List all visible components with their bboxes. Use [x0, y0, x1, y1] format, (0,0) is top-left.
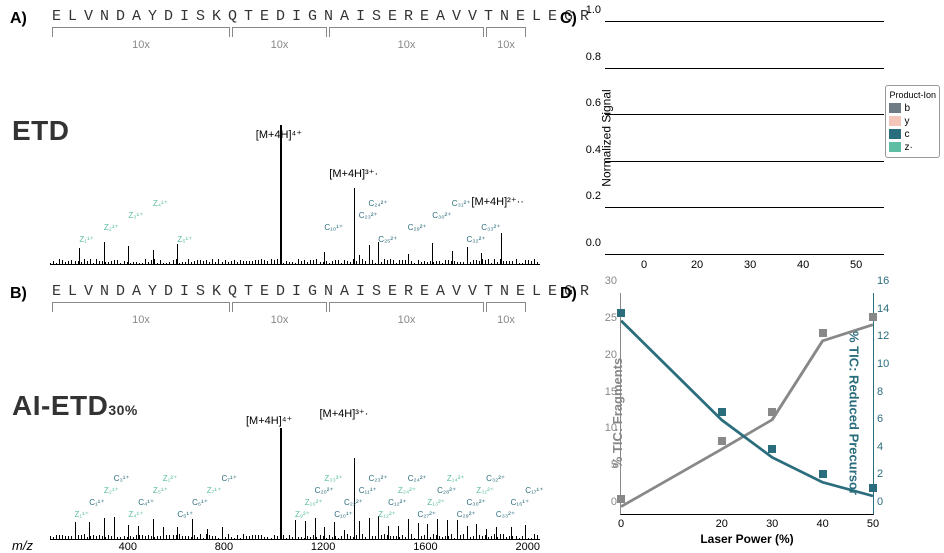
- brackets-a: 10x10x10x10x: [52, 27, 538, 37]
- panel-c-label: C): [560, 10, 577, 28]
- peak-label: [M+4H]²⁺··: [471, 195, 524, 208]
- frag-label: Z₁¹⁺: [79, 235, 93, 244]
- frag-label: C₃₃²⁺: [481, 223, 500, 232]
- xlabel-d: Laser Power (%): [700, 532, 793, 546]
- frag-label: C₂₈²⁺: [437, 486, 456, 495]
- point-fragments: [718, 437, 726, 445]
- frag-label: Z₁₀²⁺: [305, 498, 323, 507]
- frag-label: Z₃₃³⁺: [324, 474, 342, 483]
- frag-label: C₂₃²⁺: [369, 474, 388, 483]
- point-fragments: [768, 408, 776, 416]
- point-fragments: [617, 495, 625, 503]
- frag-label: C₂₄²⁺: [369, 199, 388, 208]
- point-precursor: [819, 470, 827, 478]
- frag-label: C₃₂²⁺: [467, 235, 486, 244]
- mz-label: m/z: [12, 538, 33, 553]
- frag-label: C₄¹⁺: [138, 498, 154, 507]
- point-fragments: [819, 329, 827, 337]
- frag-label: C₆¹⁺: [192, 498, 208, 507]
- peak-label: [M+4H]⁴⁺: [256, 128, 302, 141]
- frag-label: C₃₀²⁺: [467, 498, 486, 507]
- legend-title: Product-Ion: [889, 90, 936, 100]
- frag-label: C₂₅²⁺: [378, 235, 397, 244]
- frag-label: Z₁₂²⁺: [378, 510, 396, 519]
- panel-d: D) % TIC: Fragments % TIC: Reduced Precu…: [550, 275, 944, 550]
- panel-d-label: D): [560, 285, 577, 303]
- frag-label: C₁₆¹⁺: [511, 498, 530, 507]
- frag-label: C₃¹⁺: [114, 474, 130, 483]
- peak-label: [M+4H]⁴⁺: [246, 414, 292, 427]
- frag-label: Z₁₃²⁺: [427, 498, 445, 507]
- panel-c: C) Normalized Signal 0.00.20.40.60.81.00…: [550, 0, 944, 275]
- frag-label: C₁₇¹⁺: [525, 486, 543, 495]
- frag-label: C₁₀¹⁺: [324, 223, 343, 232]
- frag-label: C₁₁¹⁺: [359, 486, 377, 495]
- peak-label: [M+4H]³⁺·: [320, 407, 369, 420]
- frag-label: C₃₁²⁺: [452, 199, 471, 208]
- frag-label: Z₃¹⁺: [128, 211, 143, 220]
- panel-a: A) ELVNDAYDISKQTEDIGNAISEREAVVTNELEGR 10…: [0, 0, 550, 275]
- panel-b-label: B): [10, 285, 27, 303]
- peak-label: [M+4H]³⁺·: [329, 167, 378, 180]
- frag-label: C₂₇²⁺: [418, 510, 437, 519]
- panel-b: B) ELVNDAYDISKQTEDIGNAISEREAVVTNELEGR 10…: [0, 275, 550, 550]
- frag-label: C₃₀²⁺: [432, 211, 451, 220]
- frag-label: Z₁₄²⁺: [447, 474, 465, 483]
- point-precursor: [869, 484, 877, 492]
- frag-label: C₁₂²⁺: [388, 498, 406, 507]
- sequence-b: ELVNDAYDISKQTEDIGNAISEREAVVTNELEGR: [52, 283, 538, 300]
- frag-label: C₂₉²⁺: [457, 510, 476, 519]
- frag-label: Z₂¹⁺: [104, 223, 119, 232]
- point-fragments: [869, 313, 877, 321]
- chart-d: 0510152025300246810121416020304050: [620, 293, 874, 515]
- legend-c: Product-Ion bycz·: [885, 85, 940, 158]
- frag-label: C₂₉²⁺: [408, 223, 427, 232]
- frag-label: C₂₀²⁺: [315, 486, 334, 495]
- frag-label: Z₁²⁺: [163, 474, 177, 483]
- frag-label: C₂₄²⁺: [408, 474, 427, 483]
- frag-label: C₂₃²⁺: [359, 211, 378, 220]
- frag-label: Z₂₄²⁺: [398, 486, 416, 495]
- frag-label: C₂₂²⁺: [344, 498, 363, 507]
- point-precursor: [718, 408, 726, 416]
- panel-a-label: A): [10, 10, 27, 28]
- frag-label: Z₇¹⁺: [207, 486, 222, 495]
- frag-label: C₅¹⁺: [177, 510, 193, 519]
- chart-c: 0.00.20.40.60.81.0020304050: [605, 22, 884, 255]
- point-precursor: [768, 445, 776, 453]
- frag-label: Z₂¹⁺: [104, 486, 119, 495]
- spectrum-b: [M+4H]⁴⁺ [M+4H]³⁺· Z₁¹⁺C₁¹⁺Z₂¹⁺ C₃¹⁺ Z₄¹⁺ C₄¹…: [50, 400, 540, 540]
- frag-label: Z₄¹⁺: [153, 199, 168, 208]
- spectrum-a: [M+4H]⁴⁺ [M+4H]³⁺· [M+4H]²⁺·· Z₁¹⁺ Z₂¹⁺ Z₃¹⁺ Z…: [50, 125, 540, 265]
- frag-label: C₇¹⁺: [222, 474, 237, 483]
- point-precursor: [617, 309, 625, 317]
- brackets-b: 10x10x10x10x: [52, 302, 538, 312]
- frag-label: Z₅¹⁺: [153, 486, 168, 495]
- frag-label: Z₉²⁺: [295, 510, 310, 519]
- sequence-a: ELVNDAYDISKQTEDIGNAISEREAVVTNELEGR: [52, 8, 538, 25]
- frag-label: C₃₂²⁺: [486, 474, 505, 483]
- frag-label: Z₅¹⁺: [177, 235, 192, 244]
- frag-label: Z₄¹⁺: [128, 510, 143, 519]
- frag-label: Z₁¹⁺: [75, 510, 89, 519]
- frag-label: C₁¹⁺: [89, 498, 104, 507]
- frag-label: C₃₃²⁺: [496, 510, 515, 519]
- frag-label: Z₃₁²⁺: [476, 486, 494, 495]
- frag-label: C₁₀¹⁺: [334, 510, 353, 519]
